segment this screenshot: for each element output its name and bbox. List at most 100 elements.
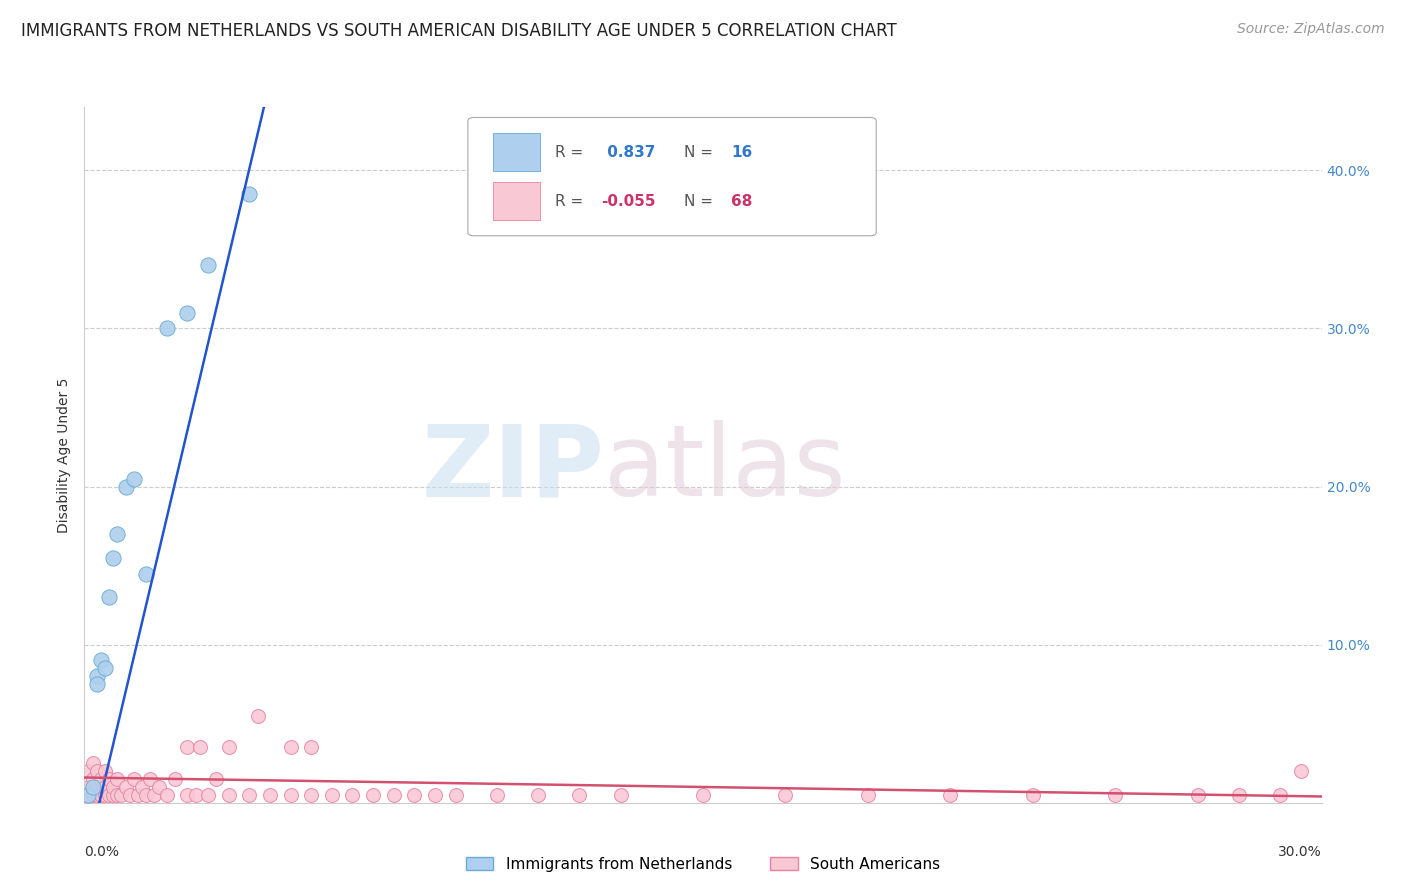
Text: R =: R = [554, 145, 588, 160]
Point [692, 788, 714, 802]
Point [939, 788, 962, 802]
Point [176, 788, 198, 802]
Point [86, 780, 108, 794]
Point [82, 788, 104, 802]
Text: -0.055: -0.055 [602, 194, 657, 209]
Point [218, 788, 240, 802]
Point [82, 772, 104, 786]
Point [139, 772, 162, 786]
Point [238, 186, 260, 201]
Point [94, 780, 117, 794]
Point [361, 788, 384, 802]
Point [94, 788, 117, 802]
Point [404, 788, 426, 802]
Point [94, 764, 117, 779]
Point [135, 566, 157, 581]
Point [148, 780, 170, 794]
Point [90, 772, 112, 786]
Text: ZIP: ZIP [422, 420, 605, 517]
Point [1104, 788, 1126, 802]
Point [82, 756, 104, 771]
Point [197, 788, 219, 802]
Point [90, 653, 112, 667]
Point [299, 788, 322, 802]
Point [98, 788, 121, 802]
Point [342, 788, 364, 802]
Point [156, 788, 179, 802]
Point [143, 788, 166, 802]
Point [103, 788, 125, 802]
Text: 0.837: 0.837 [602, 145, 655, 160]
Text: 68: 68 [731, 194, 752, 209]
Point [176, 740, 198, 755]
Point [118, 788, 141, 802]
Point [94, 661, 117, 675]
Text: atlas: atlas [605, 420, 845, 517]
Point [86, 669, 108, 683]
Point [90, 788, 112, 802]
Point [103, 780, 125, 794]
Point [114, 479, 136, 493]
Point [188, 740, 211, 755]
Point [444, 788, 467, 802]
Point [135, 788, 157, 802]
Point [77, 764, 100, 779]
Point [197, 258, 219, 272]
FancyBboxPatch shape [468, 118, 876, 235]
Point [1270, 788, 1292, 802]
Legend: Immigrants from Netherlands, South Americans: Immigrants from Netherlands, South Ameri… [465, 856, 941, 871]
Point [527, 788, 550, 802]
Point [1187, 788, 1209, 802]
Point [165, 772, 187, 786]
Point [246, 708, 269, 723]
Point [103, 550, 125, 565]
FancyBboxPatch shape [492, 133, 540, 171]
Point [122, 772, 145, 786]
Point [775, 788, 797, 802]
Point [856, 788, 879, 802]
Point [86, 788, 108, 802]
Point [77, 780, 100, 794]
Point [77, 788, 100, 802]
Point [110, 788, 132, 802]
Point [176, 305, 198, 319]
Text: N =: N = [685, 145, 718, 160]
Point [485, 788, 508, 802]
Point [127, 788, 149, 802]
Point [280, 740, 302, 755]
Point [280, 788, 302, 802]
Point [122, 472, 145, 486]
FancyBboxPatch shape [492, 182, 540, 220]
Point [98, 772, 121, 786]
Point [205, 772, 228, 786]
Point [259, 788, 281, 802]
Point [1022, 788, 1045, 802]
Text: R =: R = [554, 194, 588, 209]
Point [568, 788, 591, 802]
Point [82, 780, 104, 794]
Text: 0.0%: 0.0% [84, 845, 120, 858]
Y-axis label: Disability Age Under 5: Disability Age Under 5 [58, 377, 72, 533]
Text: 16: 16 [731, 145, 752, 160]
Point [299, 740, 322, 755]
Point [321, 788, 343, 802]
Point [238, 788, 260, 802]
Point [77, 788, 100, 802]
Text: Source: ZipAtlas.com: Source: ZipAtlas.com [1237, 22, 1385, 37]
Point [1227, 788, 1250, 802]
Point [218, 740, 240, 755]
Point [105, 772, 128, 786]
Point [423, 788, 446, 802]
Point [131, 780, 153, 794]
Point [98, 591, 121, 605]
Point [105, 527, 128, 541]
Text: N =: N = [685, 194, 718, 209]
Point [86, 764, 108, 779]
Text: 30.0%: 30.0% [1278, 845, 1322, 858]
Point [86, 677, 108, 691]
Point [1289, 764, 1312, 779]
Point [382, 788, 405, 802]
Point [184, 788, 207, 802]
Point [156, 321, 179, 335]
Text: IMMIGRANTS FROM NETHERLANDS VS SOUTH AMERICAN DISABILITY AGE UNDER 5 CORRELATION: IMMIGRANTS FROM NETHERLANDS VS SOUTH AME… [21, 22, 897, 40]
